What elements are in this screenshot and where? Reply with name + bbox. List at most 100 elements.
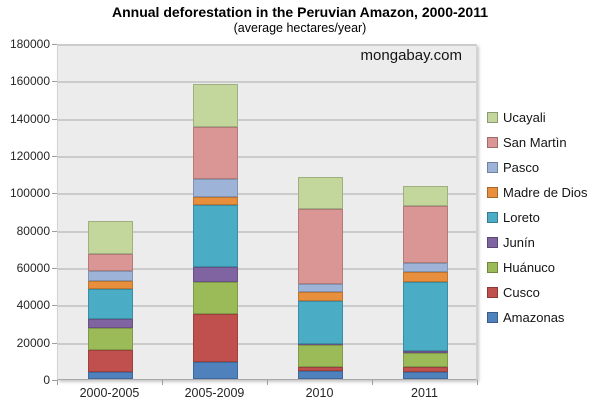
legend-item-huánuco: Huánuco xyxy=(487,260,588,275)
bar-segment-madre-de-dios xyxy=(298,292,343,301)
legend-label: Ucayali xyxy=(503,110,546,125)
legend-item-ucayali: Ucayali xyxy=(487,110,588,125)
bar-segment-junín xyxy=(193,266,238,283)
gridline xyxy=(58,118,476,121)
bar-segment-junín xyxy=(298,344,343,346)
bar-segment-loreto xyxy=(88,289,133,320)
y-tick-label: 100000 xyxy=(9,186,50,201)
bar-segment-cusco xyxy=(193,314,238,362)
bar-segment-amazonas xyxy=(403,371,448,379)
legend-item-madre-de-dios: Madre de Dios xyxy=(487,185,588,200)
bar-segment-pasco xyxy=(88,271,133,281)
gridline xyxy=(58,342,476,345)
bar-segment-ucayali xyxy=(193,84,238,128)
y-tick-label: 20000 xyxy=(16,335,50,350)
legend-item-junín: Junín xyxy=(487,235,588,250)
bar-segment-huánuco xyxy=(403,353,448,368)
bar-segment-san-martìn xyxy=(298,208,343,284)
legend-label: Pasco xyxy=(503,160,540,175)
bar-segment-amazonas xyxy=(298,371,343,379)
bar-segment-san-martìn xyxy=(403,205,448,264)
y-tick-label: 80000 xyxy=(16,223,50,238)
legend-swatch-icon xyxy=(487,287,498,298)
gridline xyxy=(58,268,476,270)
bar-segment-ucayali xyxy=(298,177,343,209)
chart-title: Annual deforestation in the Peruvian Ama… xyxy=(111,4,489,20)
bar-segment-huánuco xyxy=(88,328,133,350)
y-tick-label: 60000 xyxy=(16,261,50,275)
gridline xyxy=(58,81,476,84)
bar-segment-cusco xyxy=(298,367,343,372)
x-tick-mark xyxy=(57,380,58,385)
y-tick-mark xyxy=(52,118,57,120)
bar-segment-huánuco xyxy=(298,345,343,368)
legend-item-amazonas: Amazonas xyxy=(487,310,588,325)
legend-label: Loreto xyxy=(503,210,540,225)
gridline xyxy=(58,193,476,196)
y-tick-mark xyxy=(52,268,57,269)
legend-label: San Martìn xyxy=(503,135,567,150)
y-tick-label: 140000 xyxy=(9,111,50,126)
legend-label: Cusco xyxy=(503,285,540,300)
bar-segment-loreto xyxy=(193,205,238,267)
chart-subtitle: (average hectares/year) xyxy=(233,21,367,35)
bar-segment-loreto xyxy=(403,282,448,351)
legend-swatch-icon xyxy=(487,262,498,273)
legend-swatch-icon xyxy=(487,187,498,198)
y-tick-mark xyxy=(52,81,57,83)
legend-swatch-icon xyxy=(487,312,498,323)
watermark: mongabay.com xyxy=(360,47,462,64)
gridline xyxy=(58,230,476,233)
legend-swatch-icon xyxy=(487,112,498,123)
bar-segment-junín xyxy=(403,350,448,354)
legend-swatch-icon xyxy=(487,137,498,148)
bar-segment-loreto xyxy=(298,300,343,345)
legend-item-cusco: Cusco xyxy=(487,285,588,300)
bar-segment-amazonas xyxy=(193,361,238,379)
bar-segment-madre-de-dios xyxy=(403,271,448,283)
y-tick-label: 0 xyxy=(43,373,50,387)
y-tick-mark xyxy=(52,156,57,157)
y-tick-label: 160000 xyxy=(9,74,50,89)
bar-segment-madre-de-dios xyxy=(88,280,133,290)
y-tick-mark xyxy=(52,230,57,232)
bar-segment-cusco xyxy=(403,367,448,372)
y-tick-mark xyxy=(52,380,57,381)
bar-segment-junín xyxy=(88,319,133,329)
legend-swatch-icon xyxy=(487,162,498,173)
y-tick-label: 40000 xyxy=(16,298,50,313)
bar-segment-ucayali xyxy=(403,186,448,206)
legend-label: Madre de Dios xyxy=(503,185,588,200)
bar-segment-madre-de-dios xyxy=(193,197,238,206)
bar-segment-san-martìn xyxy=(88,253,133,272)
legend-label: Amazonas xyxy=(503,310,565,325)
legend-swatch-icon xyxy=(487,237,498,248)
x-tick-label: 2010 xyxy=(305,386,334,400)
bar-segment-amazonas xyxy=(88,372,133,379)
x-tick-mark xyxy=(267,380,268,385)
bar-segment-huánuco xyxy=(193,282,238,315)
x-tick-label: 2005-2009 xyxy=(184,386,245,400)
x-tick-mark xyxy=(372,380,373,385)
y-tick-mark xyxy=(52,342,57,344)
x-tick-mark xyxy=(477,380,478,385)
x-tick-mark xyxy=(162,380,163,385)
bar-segment-cusco xyxy=(88,349,133,373)
gridline xyxy=(58,44,476,46)
legend-item-loreto: Loreto xyxy=(487,210,588,225)
legend-label: Huánuco xyxy=(503,260,556,275)
y-tick-label: 180000 xyxy=(9,37,50,51)
legend-label: Junín xyxy=(503,235,535,250)
gridline xyxy=(58,305,476,308)
bar-segment-pasco xyxy=(193,179,238,198)
y-tick-mark xyxy=(52,193,57,195)
y-tick-mark xyxy=(52,305,57,307)
bar-segment-pasco xyxy=(403,263,448,272)
legend: Ucayali San Martìn Pasco Madre de Dios Loret… xyxy=(487,110,588,336)
x-tick-label: 2011 xyxy=(411,386,438,400)
y-tick-label: 120000 xyxy=(9,149,50,163)
bar-segment-pasco xyxy=(298,283,343,293)
bar-segment-ucayali xyxy=(88,221,133,254)
plot-area: mongabay.com xyxy=(57,44,477,380)
